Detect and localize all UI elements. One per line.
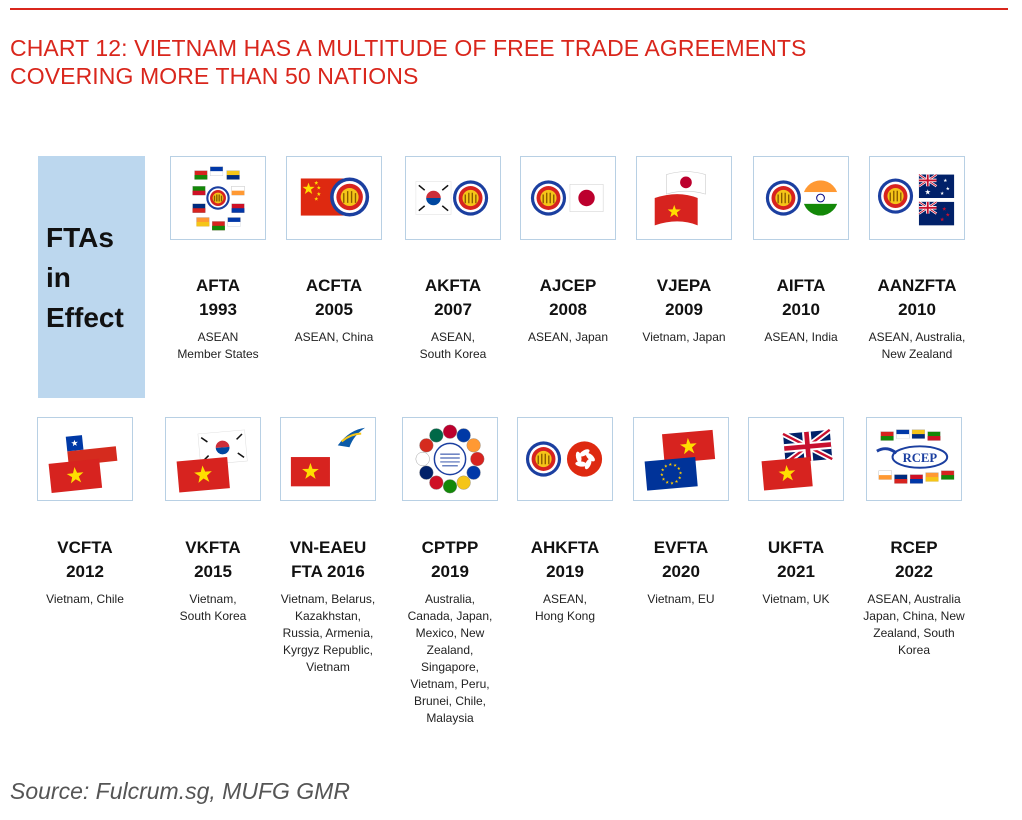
japan-vietnam-flags-icon [654,171,706,226]
fta-flag-box: RCEP [866,417,962,501]
fta-year: 2021 [777,562,815,581]
fta-year: 2019 [546,562,584,581]
china-asean-flags-icon [300,177,370,217]
source-note: Source: Fulcrum.sg, MUFG GMR [10,778,350,804]
fta-year: 2022 [895,562,933,581]
fta-members: ASEAN, Australia, New Zealand [868,330,966,361]
fta-members: Vietnam, Japan [642,330,726,344]
fta-year: 2015 [194,562,232,581]
fta-name: VJEPA [656,276,712,295]
ftas-in-effect-panel: FTAs in Effect [38,156,145,398]
fta-name: AFTA [195,276,241,295]
fta-name: VN-EAEU [289,538,367,557]
chart-title: CHART 12: VIETNAM HAS A MULTITUDE OF FRE… [10,34,1000,90]
chart-title-line-1: CHART 12: VIETNAM HAS A MULTITUDE OF FRE… [10,35,807,61]
asean-hongkong-flags-icon [525,441,603,477]
fta-name: AHKFTA [530,538,600,557]
cptpp-member-flags-icon [415,424,485,494]
side-label-line-3: Effect [46,302,124,333]
south-korea-vietnam-flags-icon [176,429,248,493]
fta-name: UKFTA [767,538,825,557]
fta-name: RCEP [890,538,938,557]
asean-japan-flags-icon [530,180,604,216]
asean-member-flags-icon [192,166,245,231]
fta-flag-box [37,417,133,501]
chart-title-line-2: COVERING MORE THAN 50 NATIONS [10,63,419,89]
svg-text:RCEP: RCEP [903,451,938,465]
fta-members: Vietnam, UK [762,592,830,606]
fta-name: AJCEP [539,276,597,295]
fta-year: 2009 [665,300,703,319]
fta-members: Vietnam, EU [647,592,715,606]
fta-flag-box [520,156,616,240]
asean-australia-newzealand-flags-icon [877,173,955,226]
fta-year: 2010 [782,300,820,319]
fta-members: Australia, Canada, Japan, Mexico, New Ze… [407,592,493,725]
fta-name: CPTPP [421,538,479,557]
fta-flag-box [170,156,266,240]
uk-vietnam-flags-icon [761,427,834,491]
fta-flag-box [405,156,501,240]
fta-flag-box [402,417,498,501]
fta-members: ASEAN, India [764,330,838,344]
south-korea-asean-flags-icon [415,180,489,216]
fta-flag-box [280,417,376,501]
fta-members: Vietnam, Chile [46,592,124,606]
top-rule [10,8,1008,10]
fta-name: AANZFTA [877,276,957,295]
fta-flag-box [748,417,844,501]
fta-members: Vietnam, South Korea [179,592,247,623]
fta-name: AKFTA [424,276,482,295]
fta-members: Vietnam, Belarus, Kazakhstan, Russia, Ar… [280,592,376,674]
fta-members: ASEAN, China [294,330,374,344]
chile-vietnam-flags-icon [48,431,118,494]
fta-members: ASEAN, Australia Japan, China, New Zeala… [863,592,965,657]
rcep-logo-icon: RCEP [876,429,955,484]
fta-members: ASEAN, South Korea [419,330,487,361]
fta-year: 2019 [431,562,469,581]
fta-name: AIFTA [776,276,826,295]
vietnam-eu-flags-icon [644,429,716,491]
fta-name: VCFTA [57,538,113,557]
fta-year: 2012 [66,562,104,581]
fta-name: VKFTA [185,538,241,557]
fta-members: ASEAN, Hong Kong [534,592,596,623]
fta-flag-box [165,417,261,501]
asean-india-flags-icon [765,180,839,216]
fta-year: 2020 [662,562,700,581]
fta-year: FTA 2016 [291,562,365,581]
fta-flag-box [869,156,965,240]
fta-flag-box [636,156,732,240]
fta-members: ASEAN Member States [177,330,259,361]
fta-flag-box [286,156,382,240]
vietnam-eaeu-flags-icon [290,427,366,487]
fta-year: 1993 [199,300,237,319]
side-label-line-2: in [46,262,71,293]
fta-members: ASEAN, Japan [527,330,609,344]
side-label-line-1: FTAs [46,222,114,253]
fta-year: 2008 [549,300,587,319]
fta-year: 2007 [434,300,472,319]
fta-flag-box [633,417,729,501]
fta-flag-box [517,417,613,501]
fta-year: 2005 [315,300,353,319]
fta-name: EVFTA [653,538,709,557]
fta-flag-box [753,156,849,240]
fta-name: ACFTA [305,276,363,295]
fta-year: 2010 [898,300,936,319]
